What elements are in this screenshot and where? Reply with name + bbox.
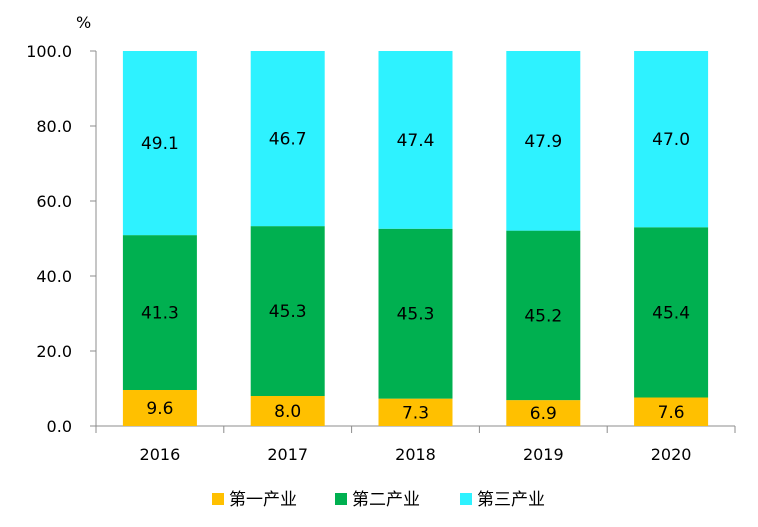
bar-segment [378,51,453,229]
data-label: 47.4 [397,131,435,151]
bar-segment [634,51,709,228]
x-tick-label: 2020 [651,445,692,464]
x-tick-label: 2018 [395,445,436,464]
bar-segment [250,226,325,396]
bar-segment [378,398,453,426]
data-label: 7.6 [658,403,685,423]
legend-label: 第二产业 [352,490,420,510]
legend-swatch [335,493,347,505]
x-tick-label: 2019 [523,445,564,464]
legend-swatch [460,493,472,505]
bar-segment [634,227,709,398]
bar-segment [506,51,581,231]
bar-segment [506,230,581,401]
x-axis: 2016 2017 2018 2019 2020 [95,425,736,464]
y-tick-label: 80.0 [36,117,72,136]
data-label: 49.1 [141,134,179,154]
bar-segment [250,51,325,227]
y-tick-label: 40.0 [36,267,72,286]
data-label: 8.0 [274,402,301,422]
bar-segment [122,51,197,236]
data-label: 41.3 [141,304,179,324]
bar-segment [634,397,709,426]
legend-label: 第三产业 [477,490,545,510]
data-label: 9.6 [146,399,173,419]
legend: 第一产业 第二产业 第三产业 [212,490,545,510]
y-unit-label: % [76,13,91,32]
data-label: 47.9 [524,132,562,152]
legend-swatch [212,493,224,505]
data-label: 46.7 [269,130,307,150]
y-tick-label: 20.0 [36,342,72,361]
data-label: 45.3 [269,302,307,322]
y-tick-label: 100.0 [26,42,72,61]
data-label: 45.2 [524,306,562,326]
y-axis: 0.0 20.0 40.0 60.0 80.0 100.0 [26,42,97,436]
bar-segment [122,235,197,390]
bar-segment [250,396,325,426]
x-tick-label: 2016 [140,445,181,464]
data-label: 7.3 [402,403,429,423]
data-label: 45.4 [652,303,690,323]
x-tick-label: 2017 [267,445,308,464]
y-tick-label: 0.0 [47,417,72,436]
data-label: 6.9 [530,404,557,424]
data-label: 45.3 [397,305,435,325]
bar-segment [506,400,581,426]
legend-label: 第一产业 [229,490,297,510]
y-tick-label: 60.0 [36,192,72,211]
bar-segment [378,228,453,399]
data-label: 47.0 [652,130,690,150]
bars: 9.6 41.3 49.1 8.0 45.3 46.7 7.3 45.3 47.4 6.9 45.2… [122,51,709,426]
bar-segment [122,390,197,426]
